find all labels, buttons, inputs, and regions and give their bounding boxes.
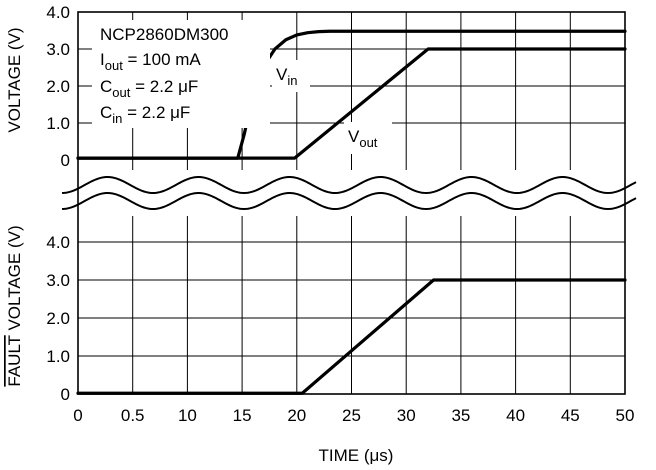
x-tick-label: 0	[73, 406, 82, 425]
fault-word: FAULT	[5, 335, 24, 386]
top-y-tick-label: 1.0	[46, 114, 70, 133]
x-tick-label: 25	[342, 406, 361, 425]
bottom-y-tick-label: 3.0	[46, 271, 70, 290]
x-axis-title: TIME (μs)	[319, 446, 394, 465]
svg-text:FAULT VOLTAGE (V): FAULT VOLTAGE (V)	[5, 225, 24, 386]
x-tick-label: 0.5	[121, 406, 145, 425]
x-ticks: 0 0.5 10 15 20 25 30 35 40 45 50	[73, 406, 634, 425]
vin-main: V	[276, 65, 288, 84]
top-y-axis-title: VOLTAGE (V)	[5, 27, 24, 132]
top-y-tick-label: 3.0	[46, 40, 70, 59]
bottom-y-ticks: 0 1.0 2.0 3.0 4.0	[46, 233, 70, 404]
axis-break	[61, 170, 637, 216]
vout-label-bg	[344, 122, 392, 154]
annotation-cin: Cin = 2.2 μF	[100, 103, 190, 126]
cin-sub: in	[112, 111, 122, 126]
iout-sub: out	[105, 58, 123, 73]
series-label-vout: Vout	[348, 127, 378, 150]
x-tick-label: 10	[178, 406, 197, 425]
vin-sub: in	[287, 73, 297, 88]
cin-main: C	[100, 103, 112, 122]
annotation-device: NCP2860DM300	[100, 25, 229, 44]
annotation-cout: Cout = 2.2 μF	[100, 77, 198, 100]
top-y-tick-label: 4.0	[46, 3, 70, 22]
x-tick-label: 20	[287, 406, 306, 425]
vin-curve	[76, 29, 627, 160]
bottom-y-tick-label: 2.0	[46, 309, 70, 328]
top-y-tick-label: 2.0	[46, 77, 70, 96]
curves	[76, 29, 627, 395]
cout-sub: out	[112, 85, 130, 100]
iout-main: I	[100, 50, 105, 69]
bottom-y-tick-label: 4.0	[46, 233, 70, 252]
iout-value: = 100 mA	[123, 50, 202, 69]
ylabel-rest: VOLTAGE (V)	[5, 225, 24, 335]
bottom-y-axis-title: FAULT VOLTAGE (V)	[5, 225, 24, 386]
vin-label-bg	[272, 60, 310, 92]
x-tick-label: 15	[233, 406, 252, 425]
fault-curve	[76, 278, 627, 395]
cout-main: C	[100, 77, 112, 96]
x-tick-label: 30	[397, 406, 416, 425]
top-y-ticks: 0 1.0 2.0 3.0 4.0	[46, 3, 70, 170]
x-tick-label: 40	[506, 406, 525, 425]
plot-frame	[77, 11, 626, 395]
cin-value: = 2.2 μF	[122, 103, 190, 122]
x-tick-label: 45	[561, 406, 580, 425]
cout-value: = 2.2 μF	[130, 77, 198, 96]
x-tick-label: 35	[451, 406, 470, 425]
bottom-y-tick-label: 0	[61, 385, 70, 404]
annotation-iout: Iout = 100 mA	[100, 50, 201, 73]
vout-curve	[76, 47, 627, 160]
top-y-tick-label: 0	[61, 151, 70, 170]
x-tick-label: 50	[616, 406, 635, 425]
series-label-vin: Vin	[276, 65, 297, 88]
bottom-grid	[78, 212, 625, 394]
bottom-y-tick-label: 1.0	[46, 347, 70, 366]
vout-sub: out	[359, 135, 377, 150]
vout-main: V	[348, 127, 360, 146]
annotation-bg	[92, 20, 270, 128]
